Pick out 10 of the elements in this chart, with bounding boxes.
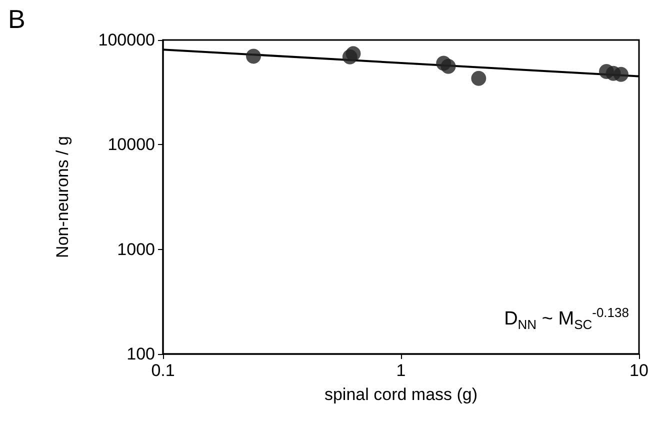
x-tick-label: 0.1: [151, 361, 175, 380]
y-tick-label: 100000: [98, 30, 155, 50]
x-tick-label: 10: [630, 361, 648, 380]
x-tick-label: 1: [396, 361, 406, 380]
y-tick-label: 100: [126, 344, 155, 364]
y-tick-label: 1000: [117, 240, 155, 259]
y-tick-label: 10000: [108, 135, 155, 154]
y-axis-title: Non-neurons / g: [53, 136, 72, 258]
chart-title: B: [8, 4, 26, 35]
x-axis-title: spinal cord mass (g): [324, 385, 478, 404]
